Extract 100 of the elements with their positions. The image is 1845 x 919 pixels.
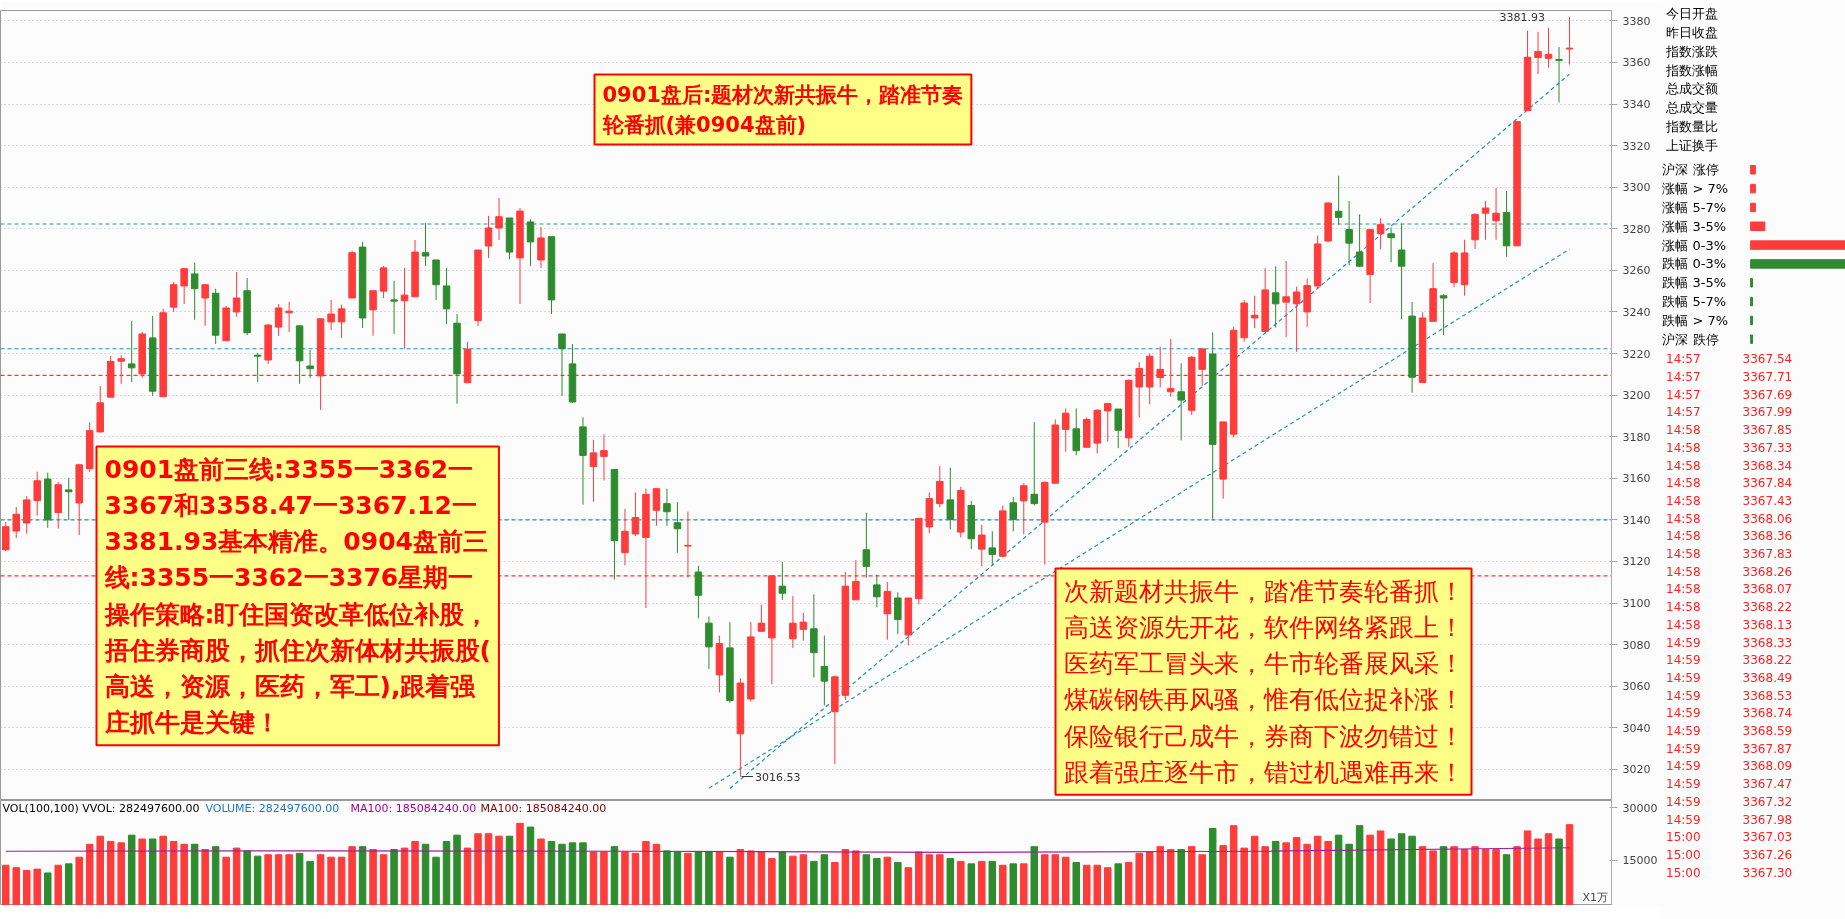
y-tick-label: 3320 (1622, 139, 1651, 153)
candlestick (663, 488, 671, 527)
y-tick-label: 3040 (1622, 721, 1651, 735)
candlestick (705, 616, 713, 670)
text: 14:59 3368.09 (1666, 759, 1793, 774)
y-tick-label: 3140 (1622, 513, 1651, 527)
candlestick (495, 197, 503, 241)
annotation: MA100: 185084240.00 (350, 801, 477, 815)
text: 14:58 3367.33 (1666, 440, 1793, 455)
y-tick-label: 3060 (1622, 680, 1651, 694)
text: 14:58 3367.85 (1666, 423, 1793, 438)
y-tick-label: 30000 (1622, 801, 1658, 815)
text: 指数量比 (1665, 119, 1719, 135)
y-tick-label: 3200 (1622, 389, 1651, 403)
candlestick (180, 267, 188, 305)
y-tick-label: 3340 (1622, 98, 1651, 112)
annotation: MA100: 185084240.00 (480, 801, 607, 815)
bar (1750, 259, 1845, 269)
text: 14:58 3368.22 (1666, 600, 1793, 615)
candlestick (1072, 407, 1080, 456)
text: 14:59 3368.22 (1666, 653, 1793, 668)
annotation: VOL(100,100) VVOL: 282497600.00 (2, 801, 200, 815)
y-tick-label: 跌幅 5-7% (1662, 294, 1727, 310)
candlestick (421, 222, 430, 267)
candlestick (1355, 213, 1364, 268)
candlestick (757, 604, 766, 632)
y-tick-label: 涨幅 3-5% (1662, 218, 1727, 234)
candlestick (253, 352, 262, 383)
bar (1750, 202, 1756, 213)
y-tick-label: 涨幅 > 7% (1662, 181, 1729, 197)
candlestick (400, 267, 409, 350)
candlestick (1481, 200, 1490, 241)
text: 14:57 3367.54 (1666, 352, 1793, 367)
text: 14:58 3368.36 (1666, 529, 1793, 544)
text: 14:58 3367.84 (1666, 476, 1793, 491)
text: 14:57 3367.99 (1666, 405, 1793, 420)
y-tick-label: 3380 (1622, 14, 1651, 28)
text: 14:59 3367.98 (1666, 812, 1793, 827)
y-tick-label: 涨幅 0-3% (1662, 237, 1727, 253)
text: 14:59 3367.47 (1666, 777, 1793, 792)
candlestick (379, 265, 388, 299)
candlestick (537, 226, 545, 269)
candlestick (1439, 293, 1448, 336)
text: 14:59 3368.59 (1666, 724, 1793, 739)
bar (1750, 165, 1756, 175)
annotation: 3016.53 (755, 770, 801, 784)
candlestick (810, 593, 818, 679)
y-tick-label: 3160 (1622, 472, 1651, 486)
candlestick (936, 465, 944, 508)
text: 14:57 3367.69 (1666, 387, 1793, 402)
y-tick-label: 沪深 涨停 (1662, 162, 1719, 178)
candlestick (988, 530, 997, 566)
annotation: 3381.93 (1499, 10, 1546, 24)
candlestick (820, 635, 829, 706)
text: 15:00 3367.03 (1666, 830, 1793, 845)
y-tick-label: 3080 (1622, 638, 1651, 652)
candlestick (1334, 175, 1343, 226)
bar (1750, 240, 1845, 250)
text: 14:58 3368.07 (1666, 582, 1793, 597)
candlestick (978, 524, 986, 567)
candlestick (327, 299, 335, 331)
text: 15:00 3367.26 (1666, 847, 1793, 862)
candlestick (1114, 408, 1122, 449)
y-tick-label: 3180 (1622, 430, 1651, 444)
text: 14:58 3367.43 (1666, 493, 1793, 508)
candlestick (285, 301, 293, 333)
candlestick (799, 612, 808, 642)
text: 总成交额 (1665, 81, 1719, 97)
candlestick (1376, 217, 1385, 250)
candlestick (1103, 402, 1112, 443)
candlestick (33, 471, 41, 517)
y-tick-label: 3260 (1622, 264, 1651, 278)
candlestick (589, 439, 598, 503)
y-tick-label: 跌幅 0-3% (1662, 256, 1727, 272)
candlestick (621, 508, 629, 566)
candlestick (64, 477, 73, 521)
candlestick (883, 581, 892, 641)
text: 15:00 3367.30 (1666, 865, 1793, 880)
candlestick (1345, 200, 1353, 266)
candlestick (1177, 362, 1185, 441)
y-axis-title: X1万 (1582, 890, 1609, 904)
text: 14:58 3368.13 (1666, 617, 1793, 632)
text: 14:59 3368.33 (1666, 635, 1793, 650)
candlestick (369, 290, 377, 337)
y-tick-label: 15000 (1622, 854, 1658, 867)
text: 14:59 3368.74 (1666, 706, 1793, 721)
y-tick-label: 沪深 跌停 (1662, 331, 1719, 347)
text: 14:59 3367.87 (1666, 741, 1793, 756)
candlestick (1030, 421, 1039, 506)
y-tick-label: 涨幅 5-7% (1662, 199, 1727, 215)
y-tick-label: 3280 (1622, 222, 1651, 236)
candlestick (22, 495, 31, 535)
candlestick (232, 271, 241, 318)
candlestick (631, 491, 640, 537)
candlestick (652, 488, 661, 527)
annotation: 0901盘后:题材次新共振牛，踏准节奏轮番抓(兼0904盘前) (601, 82, 964, 137)
candlestick (862, 512, 871, 579)
candlestick (484, 215, 493, 259)
y-tick-label: 3300 (1622, 181, 1651, 195)
candlestick (1565, 16, 1574, 66)
